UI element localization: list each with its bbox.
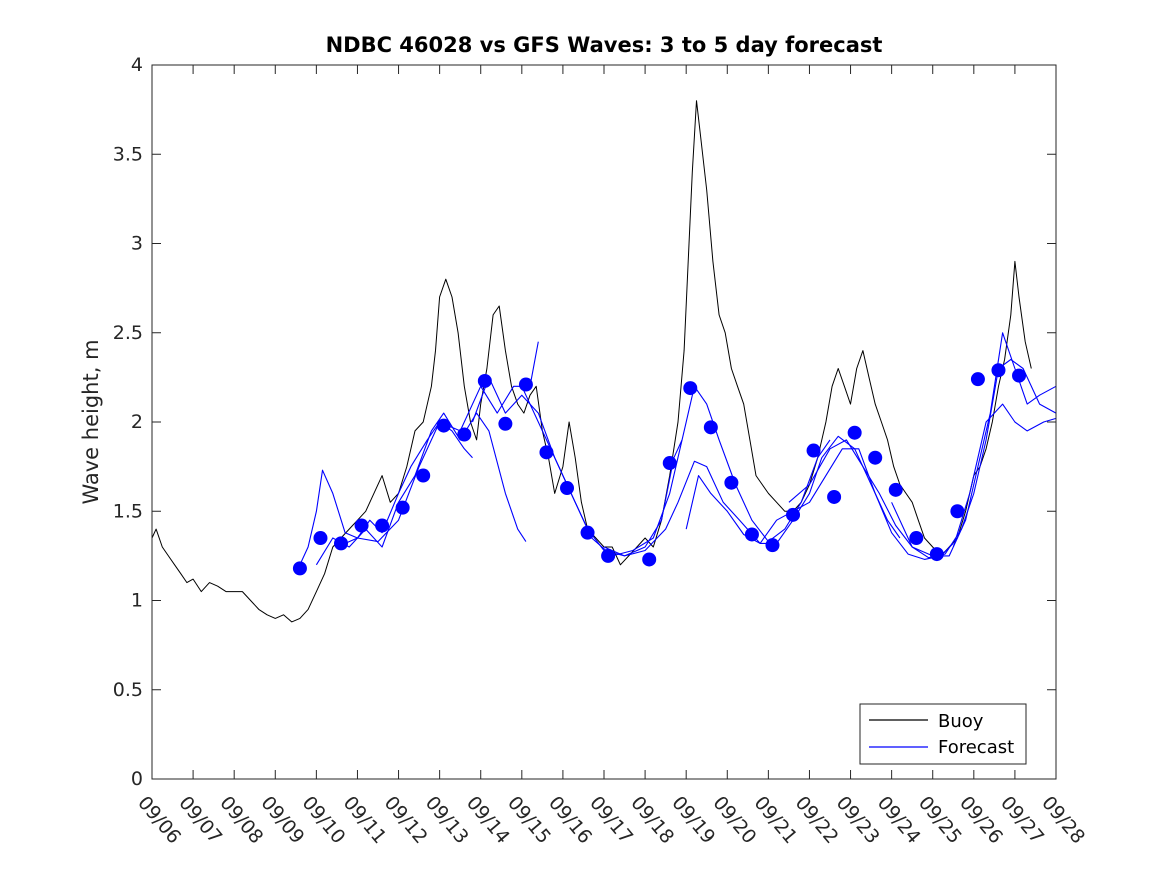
forecast-marker [375,518,390,533]
forecast-marker [1012,368,1027,383]
forecast-marker [313,531,328,546]
forecast-marker [703,420,718,435]
y-tick-label: 2 [131,411,143,433]
forecast-marker [786,507,801,522]
forecast-marker [909,531,924,546]
plot-area [152,65,1056,779]
forecast-marker [457,427,472,442]
forecast-marker [970,372,985,387]
y-tick-label: 1 [131,590,143,612]
forecast-marker [498,416,513,431]
y-tick-label: 2.5 [113,322,143,344]
y-tick-label: 0.5 [113,679,143,701]
legend-buoy-label: Buoy [938,711,984,732]
legend-forecast-label: Forecast [938,737,1014,758]
chart-title: NDBC 46028 vs GFS Waves: 3 to 5 day fore… [326,33,883,57]
legend: Buoy Forecast [859,703,1027,765]
forecast-marker [662,456,677,471]
forecast-marker [539,445,554,460]
forecast-marker [395,500,410,515]
forecast-marker [601,548,616,563]
forecast-run-line [685,448,954,560]
forecast-run-line [891,332,1057,557]
forecast-marker [518,377,533,392]
forecast-marker [292,561,307,576]
y-tick-label: 3.5 [113,143,143,165]
forecast-marker [580,525,595,540]
forecast-marker [477,373,492,388]
forecast-marker [888,482,903,497]
forecast-marker [991,363,1006,378]
forecast-marker [354,518,369,533]
forecast-marker [436,418,451,433]
legend-box [859,703,1027,765]
forecast-marker [560,481,575,496]
y-axis: 0 0.5 1 1.5 2 2.5 3 3.5 4 [113,54,1056,790]
forecast-run-line [952,403,1057,548]
forecast-marker [642,552,657,567]
forecast-marker [334,536,349,551]
forecast-marker [683,381,698,396]
forecast-marker [868,450,883,465]
forecast-run-line [521,385,831,557]
forecast-marker [765,538,780,553]
y-tick-label: 4 [131,54,143,76]
forecast-markers [292,363,1027,576]
forecast-marker [744,527,759,542]
forecast-marker [827,489,842,504]
forecast-marker [847,425,862,440]
forecast-marker [806,443,821,458]
forecast-marker [950,504,965,519]
y-tick-label: 3 [131,233,143,255]
forecast-marker [929,547,944,562]
y-tick-label: 1.5 [113,500,143,522]
forecast-marker [724,475,739,490]
y-axis-label: Wave height, m [79,339,103,504]
forecast-run-line [315,412,527,566]
y-tick-label: 0 [131,768,143,790]
forecast-marker [416,468,431,483]
